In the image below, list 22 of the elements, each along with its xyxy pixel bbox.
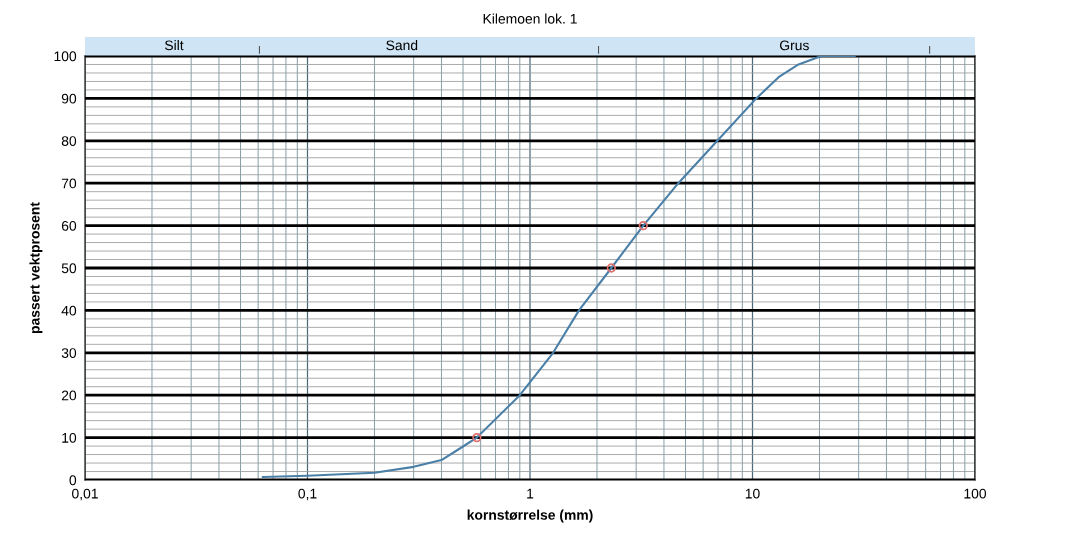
text: Silt [164, 40, 184, 51]
y-tick-label: 90 [61, 93, 77, 104]
y-tick-label: 0 [69, 475, 77, 486]
x-tick-label: 0,1 [298, 488, 317, 501]
y-tick-label: 20 [61, 390, 77, 401]
chart-title: Kilemoen lok. 1 [483, 13, 577, 24]
y-tick-label: 10 [62, 432, 77, 443]
y-tick-label: 70 [61, 178, 77, 189]
x-tick-label: 100 [964, 488, 987, 499]
y-tick-label: 50 [61, 263, 77, 274]
x-axis-title: kornstørrelse (mm) [467, 509, 593, 523]
y-tick-label: 80 [61, 136, 77, 146]
x-tick-label: 0,01 [72, 488, 98, 501]
y-tick-label: 100 [54, 51, 77, 62]
text: Sand [386, 40, 418, 51]
y-axis-title: passert vektprosent [29, 202, 43, 334]
y-tick-label: 30 [61, 348, 77, 358]
y-tick-label: 40 [61, 305, 77, 316]
x-tick-label: 1 [527, 488, 534, 499]
text: Grus [779, 40, 809, 51]
x-tick-label: 10 [745, 488, 760, 499]
y-tick-label: 60 [61, 220, 77, 231]
